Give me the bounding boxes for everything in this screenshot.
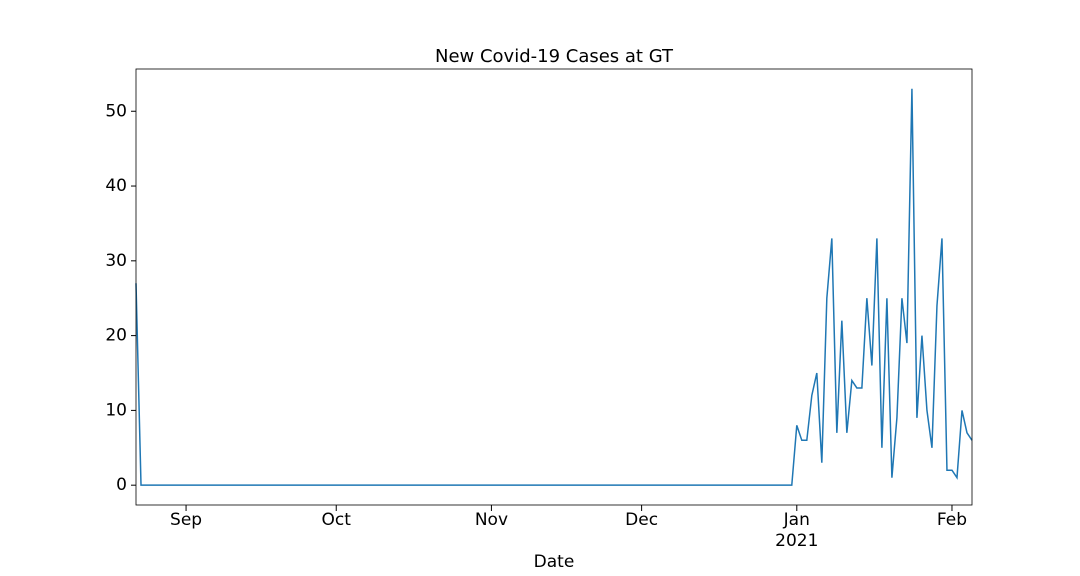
x-tick-year: 2021 <box>775 531 818 551</box>
y-tick-label: 0 <box>116 475 127 495</box>
plot-frame <box>135 68 973 506</box>
x-axis-label: Date <box>534 552 575 572</box>
y-tick-label: 30 <box>105 251 127 271</box>
x-tick-label: Jan <box>783 510 810 530</box>
y-tick-label: 40 <box>105 176 127 196</box>
y-tick-label: 50 <box>105 101 127 121</box>
y-tick-label: 10 <box>105 400 127 420</box>
chart-title: New Covid-19 Cases at GT <box>435 46 674 67</box>
x-tick-label: Oct <box>322 510 352 530</box>
x-tick-label: Feb <box>937 510 967 530</box>
data-line <box>135 88 973 486</box>
y-tick-label: 20 <box>105 326 127 346</box>
x-tick-label: Sep <box>170 510 202 530</box>
x-tick-label: Nov <box>475 510 508 530</box>
x-tick-label: Dec <box>625 510 658 530</box>
